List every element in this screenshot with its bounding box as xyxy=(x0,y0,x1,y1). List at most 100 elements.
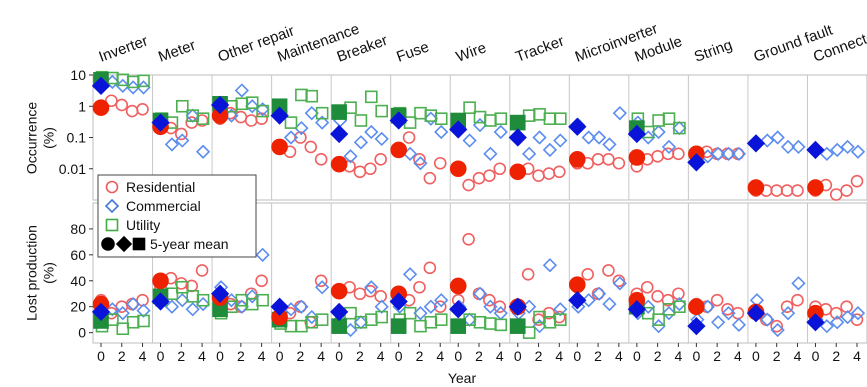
lost-production-residential-point xyxy=(423,261,437,275)
occurrence-commercial-point xyxy=(770,130,785,145)
occurrence-residential-point xyxy=(423,171,437,185)
occurrence-residential-point xyxy=(791,184,804,197)
occurrence-commercial-point xyxy=(423,111,438,126)
y-axis-label-lost-production: Lost production (%) xyxy=(24,225,57,321)
occurrence-utility-point xyxy=(673,121,686,135)
lost-production-commercial-point xyxy=(126,296,141,312)
occurrence-residential-mean xyxy=(330,155,348,173)
lost-production-commercial-point xyxy=(553,302,568,317)
lost-production-commercial-point xyxy=(612,276,627,291)
occurrence-commercial-mean xyxy=(270,106,289,125)
occurrence-commercial-point xyxy=(343,149,358,164)
occurrence-residential-point xyxy=(493,162,507,176)
occurrence-commercial-point xyxy=(374,131,389,147)
lost-production-residential-point xyxy=(581,267,594,281)
x-tick-label: 4 xyxy=(317,348,325,364)
occurrence-commercial-point xyxy=(115,78,130,93)
occurrence-residential-point xyxy=(462,178,475,192)
occurrence-commercial-point xyxy=(164,137,180,152)
lost-production-commercial-point xyxy=(434,293,449,308)
occurrence-commercial-point xyxy=(721,146,736,161)
lost-production-residential-point xyxy=(640,280,654,294)
occurrence-utility-point xyxy=(305,89,319,103)
lost-production-commercial-point xyxy=(731,317,747,332)
lost-production-commercial-point xyxy=(136,303,151,318)
lost-production-residential-point xyxy=(770,319,783,333)
x-tick-label: 2 xyxy=(237,348,245,364)
occurrence-commercial-mean xyxy=(91,76,111,95)
lost-production-commercial-point xyxy=(164,299,180,314)
occurrence-commercial-mean xyxy=(687,153,706,172)
lost-production-commercial-point xyxy=(591,286,607,301)
lost-production-commercial-point xyxy=(195,296,211,312)
occurrence-commercial-point xyxy=(840,139,855,155)
lost-production-commercial-point xyxy=(175,293,190,308)
x-tick-label: 0 xyxy=(395,348,403,364)
x-tick-label: 0 xyxy=(752,348,760,364)
occurrence-commercial-mean xyxy=(210,95,230,115)
lost-production-utility-point xyxy=(256,293,269,307)
lost-production-utility-mean xyxy=(390,318,407,334)
occurrence-utility-point xyxy=(315,106,329,120)
legend-label: Commercial xyxy=(126,198,201,214)
legend-label: Utility xyxy=(126,217,160,233)
lost-production-commercial-mean xyxy=(210,284,230,303)
occurrence-residential-point xyxy=(402,131,416,144)
x-tick-label: 4 xyxy=(615,348,623,364)
lost-production-commercial-point xyxy=(234,299,249,314)
occurrence-residential-point xyxy=(105,94,118,108)
lost-production-commercial-point xyxy=(791,276,806,291)
occurrence-commercial-point xyxy=(661,139,677,155)
x-tick-label: 4 xyxy=(674,348,682,364)
lost-production-residential-point xyxy=(731,306,745,320)
occurrence-commercial-point xyxy=(245,99,260,114)
legend-mean-square xyxy=(132,237,146,251)
occurrence-residential-point xyxy=(850,174,864,188)
occurrence-residential-point xyxy=(304,140,318,154)
occurrence-commercial-point xyxy=(522,146,537,161)
lost-production-commercial-point xyxy=(760,312,775,327)
occurrence-residential-point xyxy=(612,156,626,170)
lost-production-utility-point xyxy=(375,310,388,324)
lost-production-commercial-point xyxy=(472,286,488,301)
lost-production-commercial-point xyxy=(185,302,200,317)
x-tick-label: 4 xyxy=(436,348,444,364)
x-tick-label: 0 xyxy=(216,348,224,364)
occurrence-residential-point xyxy=(433,156,447,170)
x-tick-label: 2 xyxy=(832,348,840,364)
lost-production-commercial-point xyxy=(840,309,855,325)
occurrence-commercial-point xyxy=(711,146,726,161)
x-tick-label: 0 xyxy=(276,348,284,364)
occurrence-commercial-point xyxy=(462,133,477,148)
lost-production-commercial-point xyxy=(255,247,270,262)
y-axis-label-occurrence: Occurrence (%) xyxy=(24,102,57,175)
occurrence-commercial-point xyxy=(283,130,299,145)
occurrence-residential-mean xyxy=(449,160,467,178)
lost-production-utility-point xyxy=(315,313,329,326)
x-tick-label: 2 xyxy=(296,348,304,364)
lost-production-residential-point xyxy=(364,284,377,298)
lost-production-commercial-mean xyxy=(508,297,527,316)
occurrence-commercial-mean xyxy=(746,134,766,153)
category-label: String xyxy=(692,36,735,65)
occurrence-residential-mean xyxy=(569,151,586,168)
lost-production-residential-mean xyxy=(152,272,169,290)
y-axis-label-occurrence-line: (%) xyxy=(41,127,57,149)
lost-production-commercial-point xyxy=(115,306,130,321)
occurrence-commercial-point xyxy=(294,120,309,136)
lost-production-commercial-point xyxy=(423,299,438,314)
occurrence-commercial-point xyxy=(651,124,666,140)
lost-production-residential-point xyxy=(462,232,475,246)
lost-production-commercial-mean xyxy=(568,291,587,310)
y-axis-label-occurrence-line: Occurrence xyxy=(24,102,40,175)
occurrence-utility-point xyxy=(196,112,210,125)
x-tick-label: 0 xyxy=(335,348,343,364)
y-tick-label: 10 xyxy=(70,67,86,83)
y-axis-label-lost-production-line: (%) xyxy=(41,262,57,284)
y-tick-label: 20 xyxy=(70,299,86,315)
lost-production-commercial-mean xyxy=(806,313,825,332)
occurrence-commercial-mean xyxy=(806,140,825,160)
occurrence-commercial-point xyxy=(581,130,596,145)
occurrence-commercial-mean xyxy=(389,111,408,130)
lost-production-commercial-point xyxy=(602,296,617,312)
